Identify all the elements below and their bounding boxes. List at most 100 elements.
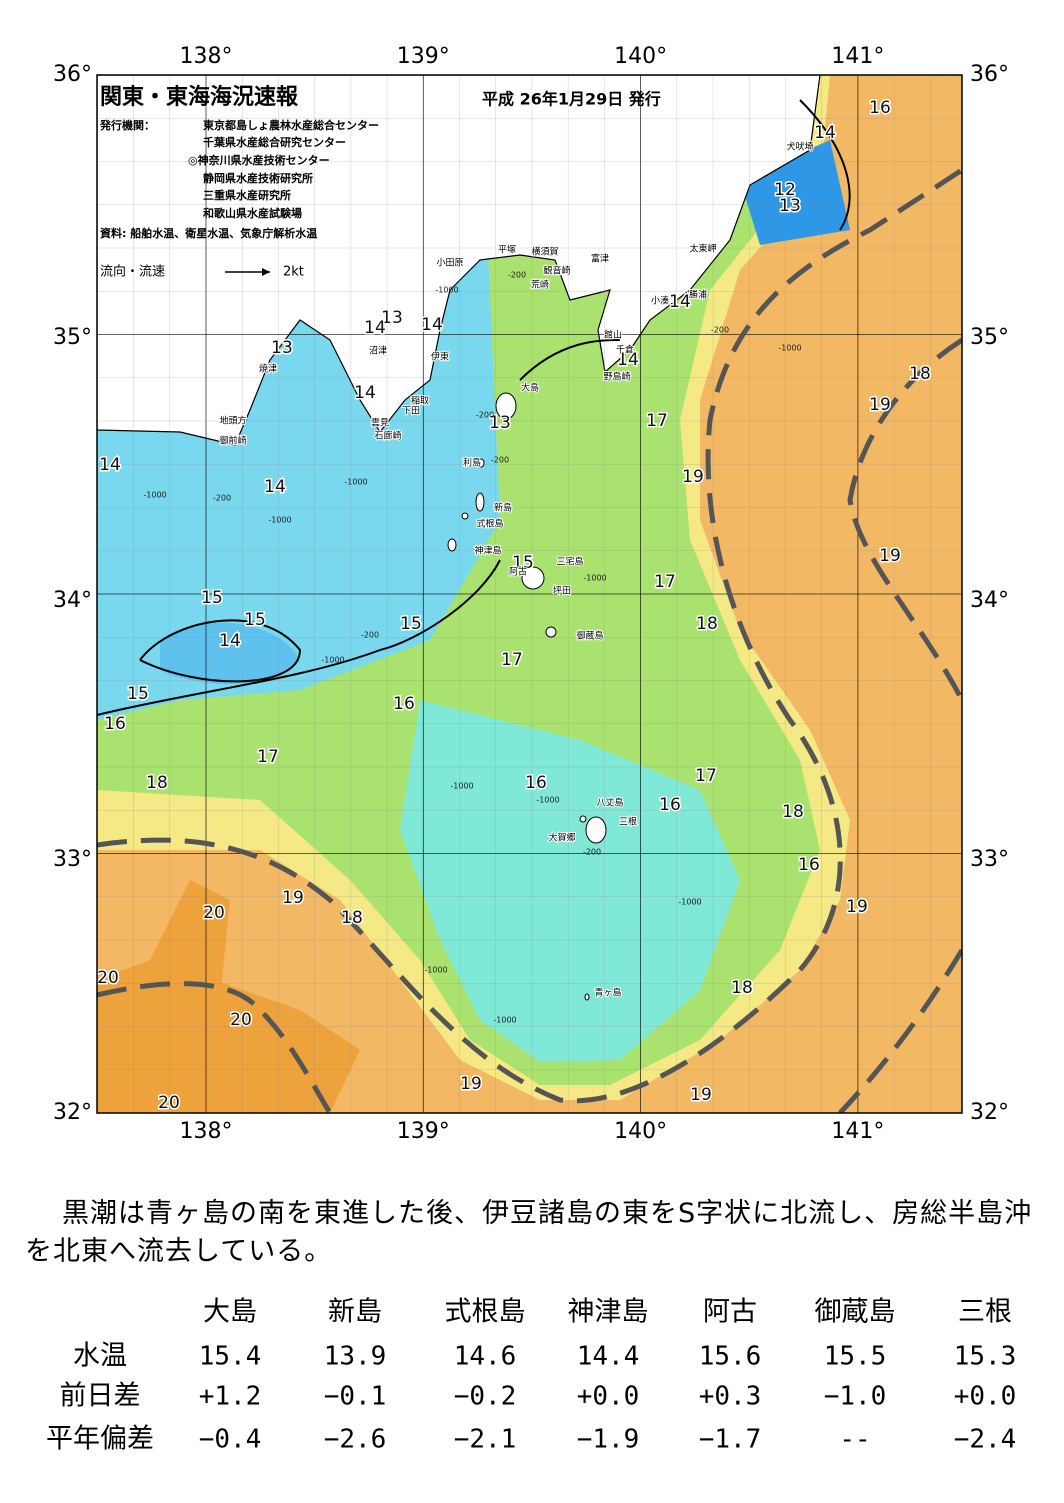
lat-label: 35°: [970, 325, 1009, 350]
place-label: 横須賀: [531, 246, 558, 258]
temperature-label: 18: [909, 364, 931, 384]
temperature-label: 19: [682, 467, 704, 487]
depth-label: -1000: [450, 782, 473, 791]
place-label: 式根島: [476, 518, 503, 530]
lon-label: 139°: [397, 44, 450, 69]
temperature-label: 19: [869, 395, 891, 415]
depth-label: -1000: [143, 491, 166, 500]
depth-label: -200: [491, 456, 509, 465]
temperature-label: 14: [99, 455, 121, 475]
temperature-label: 19: [460, 1074, 482, 1094]
place-label: 伊東: [431, 351, 449, 363]
table-cell: 13.9: [324, 1342, 387, 1372]
temperature-label: 14: [421, 315, 443, 335]
depth-label: -200: [711, 326, 729, 335]
place-label: 観音崎: [543, 265, 570, 277]
publisher: 静岡県水産技術研究所: [203, 171, 313, 185]
table-cell: +0.0: [954, 1382, 1017, 1412]
legend-label: 流向・流速: [100, 264, 165, 280]
place-label: 雲見: [371, 418, 389, 429]
table-cell: −0.4: [199, 1425, 262, 1455]
depth-label: -200: [213, 494, 231, 503]
island: [579, 815, 587, 823]
lat-label: 33°: [53, 847, 92, 872]
lon-label: 140°: [614, 1119, 667, 1144]
island: [545, 626, 557, 638]
temperature-label: 15: [127, 684, 149, 704]
temperature-label: 20: [158, 1093, 180, 1113]
temperature-label: 18: [341, 908, 363, 928]
temperature-label: 19: [879, 546, 901, 566]
depth-label: -200: [476, 411, 494, 420]
temperature-label: 15: [244, 610, 266, 630]
depth-label: -1000: [321, 656, 344, 665]
place-label: 焼津: [259, 364, 277, 375]
temperature-label: 17: [654, 572, 676, 592]
depth-label: -1000: [778, 344, 801, 353]
temperature-label: 18: [696, 614, 718, 634]
depth-label: -200: [361, 631, 379, 640]
temperature-label: 19: [282, 888, 304, 908]
temperature-label: 17: [695, 766, 717, 786]
temperature-label: 14: [364, 318, 386, 338]
column-header: 大島: [203, 1297, 257, 1328]
place-label: 稲取: [411, 395, 429, 407]
place-label: 地頭方: [219, 415, 246, 427]
place-label: 勝浦: [689, 289, 707, 301]
temperature-label: 14: [354, 383, 376, 403]
table-cell: 14.4: [577, 1342, 640, 1372]
table-cell: −2.6: [324, 1425, 387, 1455]
depth-label: -1000: [493, 1016, 516, 1025]
temperature-label: 16: [525, 773, 547, 793]
cool-pool: [400, 700, 740, 1062]
issue-date: 平成 26年1月29日 発行: [482, 90, 661, 109]
publisher: 東京都島しょ農林水産総合センター: [203, 118, 379, 132]
temperature-label: 16: [798, 855, 820, 875]
table-cell: −0.1: [324, 1382, 387, 1412]
place-label: 千倉: [616, 344, 634, 356]
place-label: 三宅島: [556, 556, 583, 568]
table-cell: 15.4: [199, 1342, 262, 1372]
temperature-label: 18: [731, 978, 753, 998]
temperature-label: 17: [257, 747, 279, 767]
depth-label: -200: [583, 848, 601, 857]
lat-label: 36°: [970, 62, 1009, 87]
place-label: 新島: [494, 502, 512, 514]
row-label: 前日差: [60, 1381, 141, 1412]
temperature-label: 16: [393, 694, 415, 714]
temperature-label: 15: [201, 588, 223, 608]
place-label: 石廊崎: [374, 430, 401, 442]
summary-box: 黒潮は青ヶ島の南を東進した後、伊豆諸島の東をS字状に北流し、房総半島沖を北東へ流…: [25, 1198, 1031, 1267]
depth-label: -1000: [344, 478, 367, 487]
place-label: 下田: [402, 406, 420, 417]
row-label: 水温: [73, 1341, 127, 1372]
place-label: 大賀郷: [548, 832, 575, 844]
temperature-label: 20: [230, 1010, 252, 1030]
depth-label: -1000: [268, 516, 291, 525]
place-label: 利島: [463, 457, 481, 469]
lat-label: 32°: [53, 1100, 92, 1125]
column-header: 三根: [958, 1297, 1012, 1328]
temperature-label: 19: [846, 897, 868, 917]
temperature-label: 14: [814, 123, 836, 143]
place-label: 神津島: [474, 545, 501, 557]
place-label: 平塚: [498, 245, 516, 256]
temperature-label: 16: [869, 98, 891, 118]
table-cell: --: [839, 1425, 870, 1455]
depth-label: -1000: [435, 286, 458, 295]
island: [495, 392, 517, 420]
island: [584, 993, 590, 1001]
lat-label: 35°: [53, 325, 92, 350]
temperature-label: 16: [659, 795, 681, 815]
place-label: 富津: [591, 253, 609, 265]
grid: [97, 75, 962, 1113]
islands: [447, 392, 607, 1001]
temperature-label: 17: [646, 411, 668, 431]
depth-label: -200: [508, 271, 526, 280]
table-cell: +0.3: [699, 1382, 762, 1412]
lon-label: 141°: [831, 44, 884, 69]
table-cell: 15.5: [824, 1342, 887, 1372]
table-cell: −1.0: [824, 1382, 887, 1412]
